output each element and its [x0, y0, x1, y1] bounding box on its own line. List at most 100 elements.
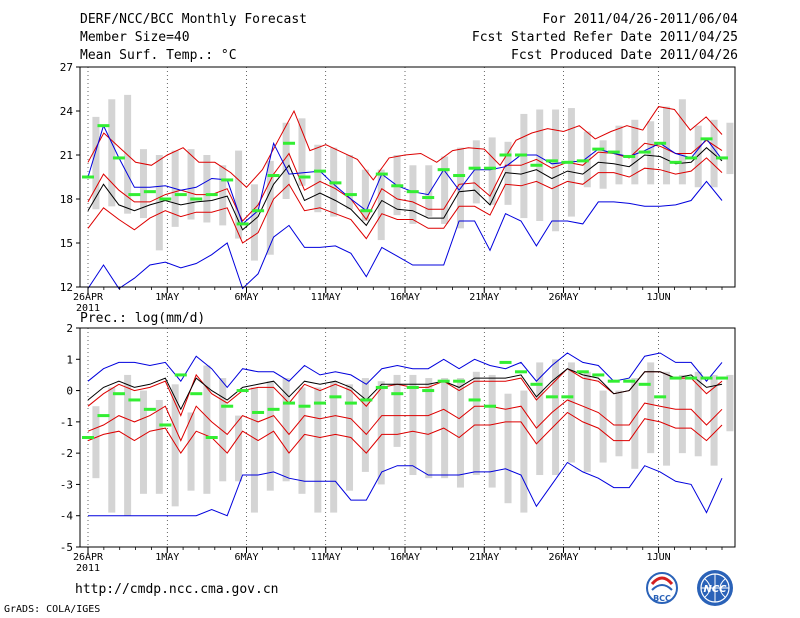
panel1-member-mark [143, 190, 156, 194]
panel2-series-p25 [87, 399, 723, 442]
variable-label: Mean Surf. Temp.: °C [80, 48, 237, 63]
panel1-member-mark [592, 147, 605, 151]
panel1-member-mark [514, 153, 527, 157]
panel1-series-mean [87, 147, 723, 231]
panel2-range-box [298, 387, 306, 494]
panel1-series-max [87, 180, 723, 290]
panel1-range-box [472, 140, 480, 204]
panel1-range-box [314, 144, 322, 213]
bcc-logo: BCC [646, 572, 678, 604]
panel1-range-box [409, 165, 417, 224]
panel1-member-mark [329, 181, 342, 185]
panel1-range-box [219, 165, 227, 226]
panel1-range-box [203, 155, 211, 223]
panel1-member-mark [112, 156, 125, 160]
panel2-ytick-label: 0 [66, 385, 73, 398]
panel1-member-mark [700, 137, 713, 141]
panel2-range-box [599, 390, 607, 463]
panel1-member-mark [484, 166, 497, 170]
panel2-member-mark [437, 379, 450, 383]
panel2-member-mark [514, 370, 527, 374]
panel2-range-box [393, 374, 401, 447]
panel1-range-box [250, 184, 258, 261]
panel2-member-mark [252, 410, 265, 414]
panel2-member-mark [174, 373, 187, 377]
panel1-member-mark [654, 141, 667, 145]
source-url[interactable]: http://cmdp.ncc.cma.gov.cn [75, 582, 279, 597]
panel2-range-box [504, 393, 512, 504]
panel2-ytick-label: -5 [60, 541, 73, 554]
ncc-logo: NCC [697, 570, 733, 606]
panel1-member-mark [205, 193, 218, 197]
panel1-member-mark [344, 193, 357, 197]
panel1-ytick-label: 18 [60, 193, 73, 206]
panel2-range-box [92, 406, 100, 479]
panel2-range-box [219, 378, 227, 482]
panel2-member-mark [545, 395, 558, 399]
panel1-range-box [282, 122, 290, 199]
panel1-member-mark [313, 169, 326, 173]
panel2-range-box [456, 378, 464, 488]
panel1-member-mark [623, 154, 636, 158]
panel2-ytick-label: -1 [60, 416, 73, 429]
panel2-xtick-label: 1MAY [155, 552, 179, 563]
panel1-member-mark [283, 141, 296, 145]
panel1-range-box [663, 106, 671, 185]
panel1-member-mark [716, 156, 728, 160]
panel1-member-mark [576, 159, 589, 163]
panel2-member-mark [143, 407, 156, 411]
panel2-range-box [266, 381, 274, 491]
panel1-xtick-label: 1JUN [647, 292, 671, 303]
panel1-member-mark [375, 172, 388, 176]
panel2-series-mean [87, 368, 723, 411]
panel2-range-box [203, 365, 211, 494]
panel1-xtick-label: 26APR [73, 292, 104, 303]
panel2-range-box [694, 371, 702, 457]
panel1-member-mark [437, 168, 450, 172]
panel2-member-mark [654, 395, 667, 399]
panel2-xtick-label: 11MAY [311, 552, 341, 563]
panel2-range-box [330, 381, 338, 513]
panel2-xtick-label: 1JUN [647, 552, 671, 563]
panel2-member-mark [530, 382, 543, 386]
panel1-range-box [266, 160, 274, 255]
panel1-member-mark [190, 197, 203, 201]
panel2-member-mark [700, 376, 713, 380]
panel2-xtick-label: 6MAY [234, 552, 258, 563]
panel2-member-mark [375, 385, 388, 389]
panel2-range-box [726, 374, 734, 432]
panel2-range-box [647, 362, 655, 454]
panel2-range-box [124, 374, 132, 516]
panel2-member-mark [82, 436, 94, 439]
panel2-range-box [139, 390, 147, 494]
panel1-ytick-label: 12 [60, 281, 73, 294]
panel1-xtick-label: 16MAY [390, 292, 420, 303]
panel2-xtick-label: 16MAY [390, 552, 420, 563]
panel1-range-box [139, 149, 147, 219]
panel2-ytick-label: -4 [60, 510, 74, 523]
ncc-logo-text: NCC [703, 584, 727, 595]
panel2-member-mark [592, 373, 605, 377]
panel2-member-mark [453, 379, 466, 383]
panel2-range-box [710, 374, 718, 466]
panel2-ytick-label: 1 [66, 353, 73, 366]
panel2-member-mark [344, 401, 357, 405]
panel2-member-mark [360, 398, 373, 402]
panel1-ytick-label: 15 [60, 237, 73, 250]
panel1-series-p90 [87, 106, 723, 189]
panel2-range-box [615, 390, 623, 457]
panel2-xtick-year: 2011 [76, 563, 100, 574]
panel2-member-mark [112, 392, 125, 396]
panel2-member-mark [159, 423, 172, 427]
panel1-range-box [108, 99, 116, 207]
panel1-member-mark [406, 190, 419, 194]
panel2-range-box [567, 362, 575, 463]
panel1-member-mark [422, 196, 435, 200]
panel1-range-box [235, 150, 243, 239]
panel2-range-box [663, 371, 671, 466]
panel1-range-box [92, 116, 100, 210]
panel2-range-box [250, 387, 258, 513]
panel2-member-mark [391, 392, 404, 396]
panel2-xtick-label: 21MAY [469, 552, 499, 563]
panel1-member-mark [267, 174, 280, 178]
